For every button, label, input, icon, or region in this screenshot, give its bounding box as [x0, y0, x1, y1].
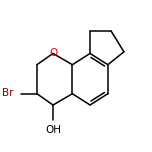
Text: OH: OH: [45, 125, 61, 135]
Text: O: O: [49, 48, 57, 58]
Text: Br: Br: [2, 88, 14, 98]
